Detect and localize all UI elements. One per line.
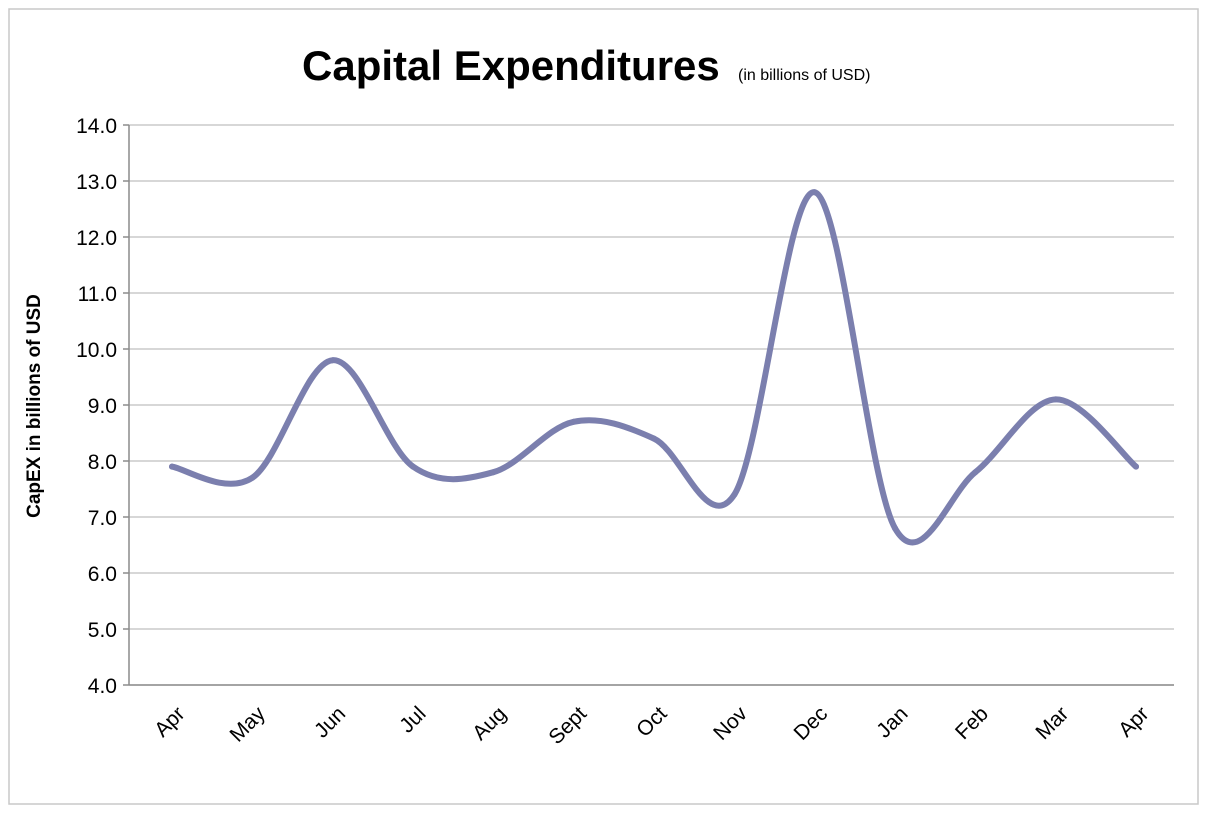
y-tick-labels: 4.0 5.0 6.0 7.0 8.0 9.0 10.0 11.0 12.0 13.0 14.0 — [76, 115, 117, 698]
y-tick-label: 7.0 — [88, 507, 117, 530]
y-tick-label: 4.0 — [88, 675, 117, 698]
data-point — [731, 491, 738, 498]
data-point — [892, 525, 898, 532]
data-point — [811, 189, 818, 196]
y-tick-label: 13.0 — [76, 171, 117, 194]
chart-border — [8, 8, 1199, 805]
data-point — [1052, 396, 1059, 403]
axes — [123, 124, 1174, 686]
data-point — [1133, 463, 1139, 470]
gridlines — [129, 124, 1174, 686]
y-tick-label: 6.0 — [88, 563, 117, 586]
series-line — [169, 189, 1139, 546]
chart-title-group: Capital Expenditures (in billions of USD… — [302, 42, 870, 89]
data-point — [570, 418, 577, 425]
y-tick-label: 12.0 — [76, 227, 117, 250]
data-point — [329, 357, 336, 364]
y-tick-label: 11.0 — [78, 283, 117, 306]
data-point — [410, 463, 416, 470]
y-tick-label: 5.0 — [88, 619, 117, 642]
chart-title: Capital Expenditures — [302, 42, 720, 89]
y-tick-label: 14.0 — [76, 115, 117, 138]
y-tick-label: 10.0 — [76, 339, 117, 362]
data-point — [651, 435, 657, 442]
data-point — [169, 463, 175, 470]
chart-subtitle: (in billions of USD) — [738, 67, 870, 84]
series-layer — [169, 189, 1139, 546]
y-tick-label: 8.0 — [88, 451, 117, 474]
y-tick-label: 9.0 — [88, 395, 117, 418]
data-point — [490, 469, 497, 476]
y-axis-label: CapEX in billions of USD — [24, 294, 45, 518]
data-point — [249, 474, 256, 481]
data-point — [972, 469, 979, 476]
